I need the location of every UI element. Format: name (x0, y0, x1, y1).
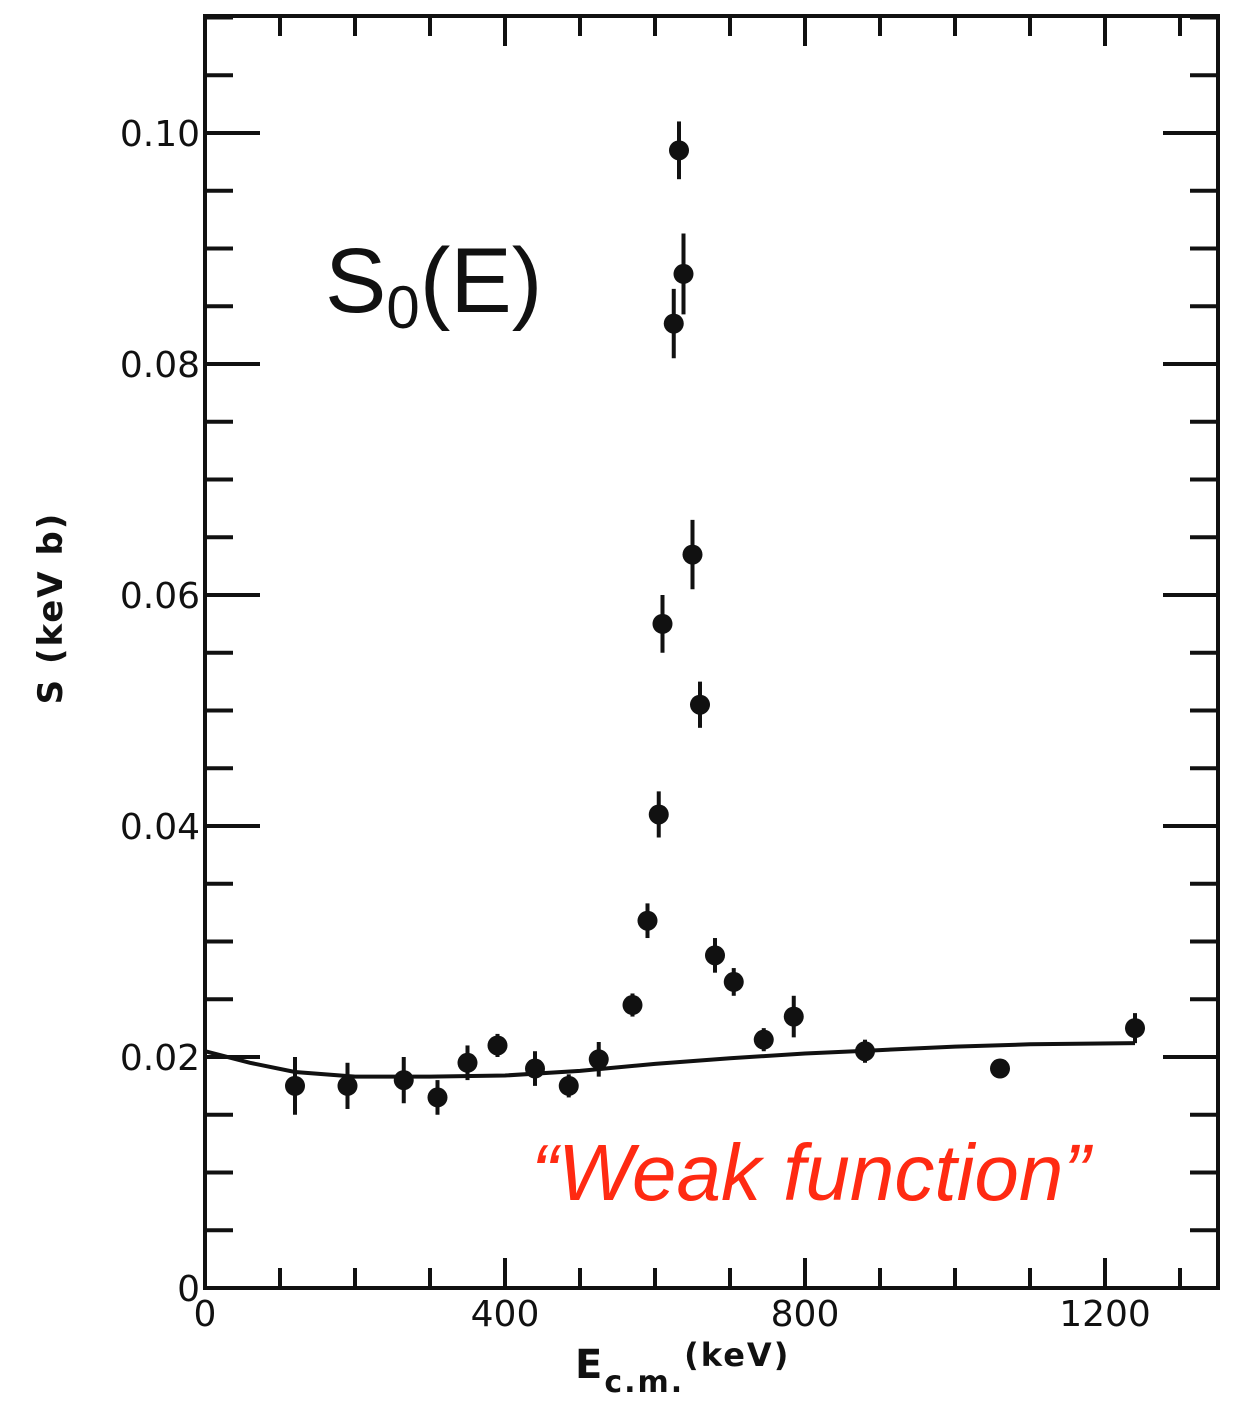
data-point (690, 681, 710, 728)
s0-annotation-rest: (E) (420, 230, 543, 332)
weak-function-curve (204, 1041, 1136, 1079)
x-tick-label: 400 (471, 1294, 540, 1335)
data-point (783, 995, 804, 1038)
data-point (753, 1028, 774, 1052)
s0-annotation-sub: 0 (386, 274, 419, 341)
data-point (682, 519, 703, 590)
x-tick-label: 0 (194, 1294, 217, 1335)
y-tick-label: 0.06 (120, 576, 200, 617)
data-point (673, 233, 694, 315)
data-point (457, 1045, 478, 1081)
data-marker (690, 694, 710, 715)
data-marker (637, 910, 658, 931)
data-point (487, 1033, 508, 1057)
data-point (663, 288, 684, 359)
data-point (427, 1080, 448, 1115)
data-point (285, 1057, 305, 1115)
y-tick-label: 0.10 (120, 114, 200, 155)
weak-function-annotation: “Weak function” (531, 1128, 1093, 1217)
data-point (588, 1041, 609, 1077)
data-point (393, 1057, 414, 1104)
data-point (1125, 1013, 1145, 1044)
data-marker (525, 1058, 545, 1079)
x-axis-label-unit: (keV) (684, 1336, 790, 1374)
data-marker (753, 1029, 774, 1050)
data-marker (588, 1049, 609, 1070)
data-marker (783, 1006, 804, 1027)
data-point (723, 968, 744, 996)
x-tick-label: 800 (771, 1294, 840, 1335)
data-point (990, 1058, 1010, 1079)
y-tick-label: 0 (177, 1269, 200, 1310)
data-marker (990, 1058, 1010, 1079)
axis-ticks (203, 15, 1218, 1290)
data-marker (558, 1075, 579, 1096)
y-tick-label: 0.04 (120, 807, 200, 848)
x-axis-label-main: E (575, 1342, 604, 1388)
data-marker (663, 313, 684, 334)
data-marker (285, 1075, 305, 1096)
data-point (705, 938, 725, 973)
data-point (669, 121, 689, 180)
data-marker (705, 945, 725, 966)
data-marker (1125, 1018, 1145, 1039)
x-axis-label: Ec.m.(keV) (575, 1336, 790, 1400)
data-point (558, 1074, 579, 1098)
data-points (285, 121, 1145, 1115)
x-tick-label: 1200 (1059, 1294, 1151, 1335)
data-point (648, 791, 669, 838)
data-marker (669, 140, 689, 161)
data-point (525, 1051, 545, 1086)
data-marker (723, 971, 744, 992)
data-marker (682, 544, 703, 565)
data-point (855, 1039, 875, 1063)
data-point (337, 1062, 358, 1109)
data-point (637, 903, 658, 939)
data-marker (652, 613, 673, 634)
data-marker (487, 1035, 508, 1056)
y-axis-label: S (keV b) (31, 512, 71, 705)
data-marker (648, 804, 669, 825)
data-marker (457, 1052, 478, 1073)
x-axis-label-sub: c.m. (604, 1365, 684, 1400)
data-point (652, 595, 673, 653)
data-marker (622, 995, 643, 1016)
data-marker (337, 1075, 358, 1096)
data-marker (427, 1087, 448, 1108)
data-marker (855, 1041, 875, 1062)
y-tick-label: 0.02 (120, 1038, 200, 1079)
data-point (622, 993, 643, 1017)
plot-frame (203, 14, 1220, 1290)
y-tick-label: 0.08 (120, 345, 200, 386)
s0-annotation: S0(E) (325, 230, 542, 341)
data-marker (393, 1070, 414, 1091)
tick-labels: 0 400 800 1200 0 0.02 0.04 0.06 0.08 0.10 (120, 114, 1151, 1335)
s0-annotation-main: S (325, 230, 386, 332)
data-marker (673, 263, 694, 284)
